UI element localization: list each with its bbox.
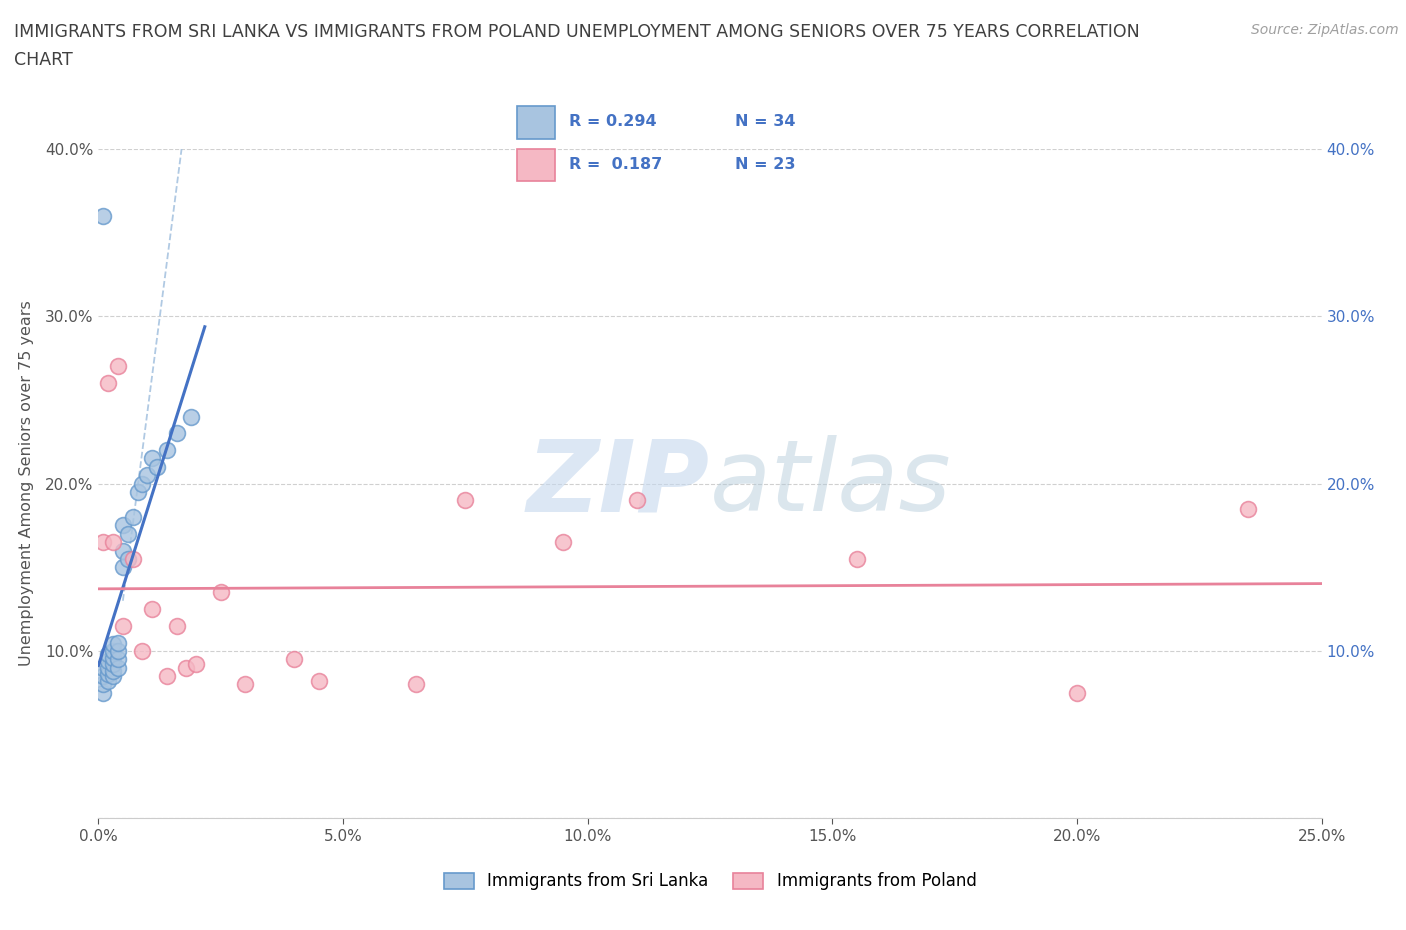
Point [1237, 501, 1260, 516]
Text: Source: ZipAtlas.com: Source: ZipAtlas.com [1251, 23, 1399, 37]
Point [166, 618, 188, 633]
Text: ZIP: ZIP [527, 435, 710, 532]
Point [180, 409, 202, 424]
Point [166, 426, 188, 441]
Point [91, 535, 114, 550]
Text: IMMIGRANTS FROM SRI LANKA VS IMMIGRANTS FROM POLAND UNEMPLOYMENT AMONG SENIORS O: IMMIGRANTS FROM SRI LANKA VS IMMIGRANTS … [14, 23, 1140, 41]
FancyBboxPatch shape [517, 149, 555, 181]
Point [405, 677, 427, 692]
Point [101, 664, 124, 679]
Point [91, 660, 114, 675]
Point [101, 650, 124, 665]
Point [111, 518, 134, 533]
Point [97, 660, 120, 675]
Point [97, 376, 120, 391]
FancyBboxPatch shape [517, 106, 555, 139]
Point [131, 476, 153, 491]
Point [91, 677, 114, 692]
Point [101, 644, 124, 658]
Point [121, 510, 143, 525]
Point [117, 551, 139, 566]
Point [107, 652, 129, 667]
Legend: Immigrants from Sri Lanka, Immigrants from Poland: Immigrants from Sri Lanka, Immigrants fr… [437, 866, 983, 897]
Point [101, 669, 124, 684]
Point [111, 560, 134, 575]
Point [121, 551, 143, 566]
Point [117, 526, 139, 541]
Point [97, 647, 120, 662]
Point [1066, 685, 1088, 700]
Point [156, 443, 179, 458]
Text: CHART: CHART [14, 51, 73, 69]
Point [845, 551, 868, 566]
Point [141, 602, 163, 617]
Text: R = 0.294: R = 0.294 [569, 114, 657, 129]
Point [91, 208, 114, 223]
Point [209, 585, 232, 600]
Point [101, 535, 124, 550]
Point [308, 673, 330, 688]
Text: atlas: atlas [710, 435, 952, 532]
Point [101, 657, 124, 671]
Point [146, 459, 169, 474]
Point [233, 677, 256, 692]
Point [454, 493, 477, 508]
Point [97, 673, 120, 688]
Point [283, 652, 305, 667]
Point [101, 637, 124, 652]
Point [176, 660, 198, 675]
Text: R =  0.187: R = 0.187 [569, 157, 662, 172]
Point [111, 543, 134, 558]
Point [131, 644, 153, 658]
Point [91, 685, 114, 700]
Text: N = 34: N = 34 [734, 114, 796, 129]
Point [97, 654, 120, 669]
Point [97, 667, 120, 682]
Text: N = 23: N = 23 [734, 157, 796, 172]
Point [136, 468, 159, 483]
Point [127, 485, 149, 499]
Point [626, 493, 648, 508]
Point [107, 644, 129, 658]
Point [91, 669, 114, 684]
Point [107, 660, 129, 675]
Point [141, 451, 163, 466]
Point [553, 535, 575, 550]
Point [111, 618, 134, 633]
Point [186, 657, 208, 671]
Point [156, 669, 179, 684]
Y-axis label: Unemployment Among Seniors over 75 years: Unemployment Among Seniors over 75 years [18, 300, 34, 667]
Point [107, 359, 129, 374]
Point [107, 635, 129, 650]
